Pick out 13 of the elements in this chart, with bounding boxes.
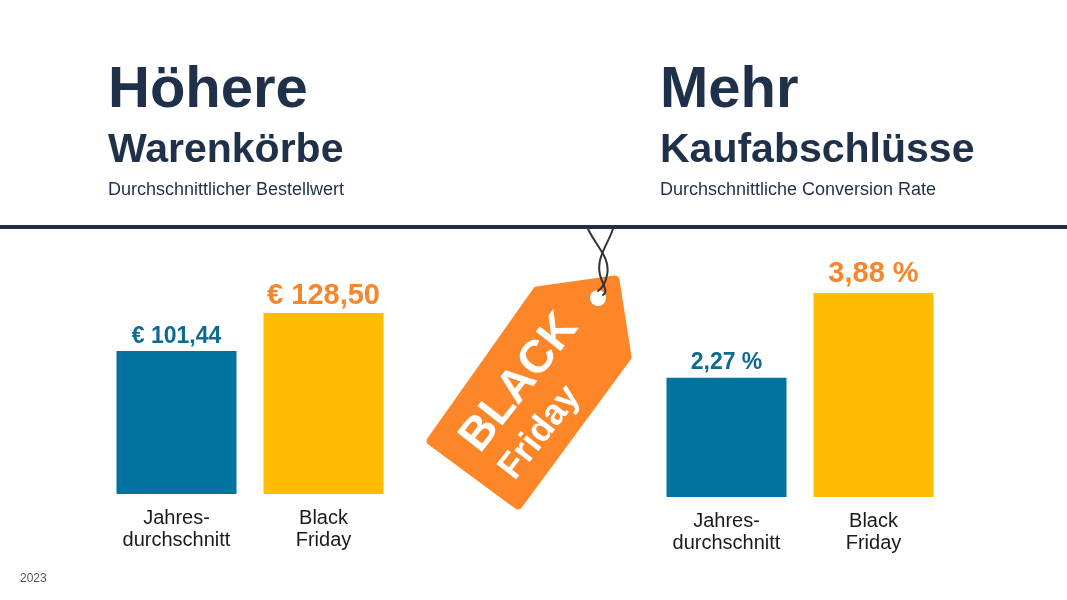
x-tick-label: Black Friday xyxy=(845,509,902,553)
text: 2023 xyxy=(20,571,48,585)
data-label: 2,27 % xyxy=(690,348,763,375)
x-tick-label: Jahres- durchschnitt xyxy=(122,506,231,550)
x-tick-label: Jahres- durchschnitt xyxy=(672,509,781,553)
chart-title: Mehr Kaufabschlüsse xyxy=(660,53,975,171)
data-label: € 128,50 xyxy=(267,277,380,310)
data-label: € 101,44 xyxy=(131,321,222,348)
chart-title: Höhere Warenkörbe xyxy=(108,53,344,171)
x-tick-label: Black Friday xyxy=(295,506,352,550)
chart-subtitle: Durchschnittlicher Bestellwert xyxy=(108,179,345,199)
chart-subtitle: Durchschnittliche Conversion Rate xyxy=(660,179,937,199)
data-label: 3,88 % xyxy=(828,255,919,288)
